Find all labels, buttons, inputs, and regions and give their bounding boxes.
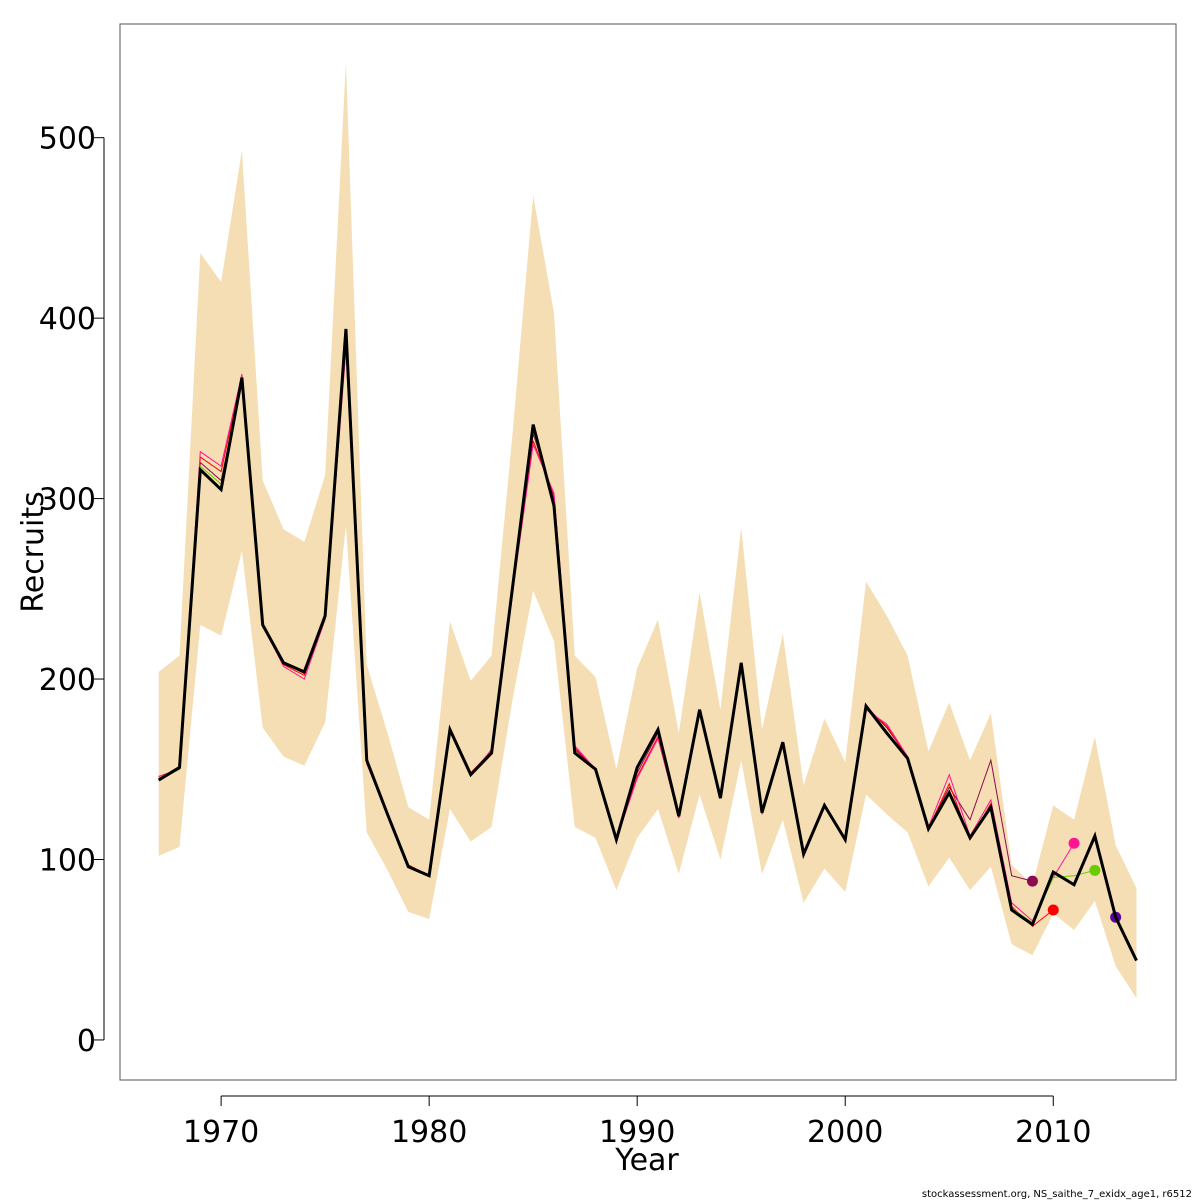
y-tick-label: 100 — [39, 843, 96, 878]
y-tick-label: 300 — [39, 483, 96, 518]
x-tick-label: 2010 — [1015, 1115, 1091, 1150]
retro-end-point — [1068, 837, 1080, 849]
plot-frame — [119, 23, 1177, 1081]
y-tick-label: 400 — [39, 302, 96, 337]
caption: stockassessment.org, NS_saithe_7_exidx_a… — [922, 1189, 1192, 1200]
x-tick-label: 1980 — [391, 1115, 467, 1150]
retro-end-point — [1089, 864, 1101, 876]
x-tick-label: 1990 — [599, 1115, 675, 1150]
y-tick-label: 500 — [39, 122, 96, 157]
y-tick-label: 0 — [77, 1024, 96, 1059]
retro-end-point — [1026, 875, 1038, 887]
x-tick-label: 1970 — [183, 1115, 259, 1150]
x-tick-label: 2000 — [807, 1115, 883, 1150]
confidence-band — [158, 61, 1137, 999]
main-line — [157, 328, 1138, 962]
y-axis-label: Recruits — [16, 491, 51, 613]
x-axis-label: Year — [614, 1143, 679, 1178]
retro-end-point — [1047, 904, 1059, 916]
y-tick-label: 200 — [39, 663, 96, 698]
